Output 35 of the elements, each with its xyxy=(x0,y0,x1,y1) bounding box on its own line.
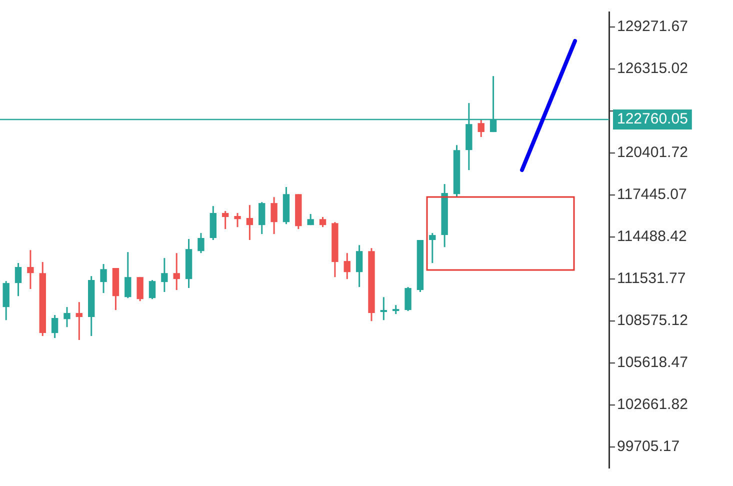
candlestick xyxy=(234,212,241,228)
candlestick xyxy=(51,314,58,339)
candlestick xyxy=(258,201,266,235)
y-tick-label: 105618.47 xyxy=(617,354,688,372)
candlestick xyxy=(76,301,83,341)
candlestick xyxy=(124,251,132,299)
ref-line-label: 122760.05 xyxy=(617,110,688,128)
y-tick-label: 117445.07 xyxy=(617,186,687,204)
y-tick-label: 120401.72 xyxy=(617,144,688,162)
candlestick xyxy=(270,196,278,235)
candlestick xyxy=(14,262,22,297)
y-tick-label: 114488.42 xyxy=(617,228,687,246)
y-tick-label: 111531.77 xyxy=(617,270,686,288)
candlestick xyxy=(173,252,180,291)
candlestick xyxy=(64,306,70,328)
candlestick xyxy=(148,279,156,300)
candlestick xyxy=(319,216,326,228)
candlestick xyxy=(404,286,412,312)
candlestick xyxy=(161,257,168,293)
candlestick xyxy=(222,210,229,230)
y-tick-label: 108575.12 xyxy=(617,312,688,330)
candlestick xyxy=(27,249,34,290)
candlestick xyxy=(429,232,436,264)
candlestick xyxy=(478,118,484,138)
candlestick xyxy=(380,296,388,321)
candlestick xyxy=(100,263,107,294)
candlestick xyxy=(356,244,363,288)
candlestick xyxy=(246,204,254,241)
candlestick xyxy=(344,252,350,280)
candlestick xyxy=(198,232,204,254)
y-tick-label: 126315.02 xyxy=(617,60,688,78)
y-tick-label: 129271.67 xyxy=(617,18,688,36)
candlestick xyxy=(136,276,144,302)
y-tick-label: 102661.82 xyxy=(617,396,688,414)
y-tick-label: 99705.17 xyxy=(617,438,680,456)
